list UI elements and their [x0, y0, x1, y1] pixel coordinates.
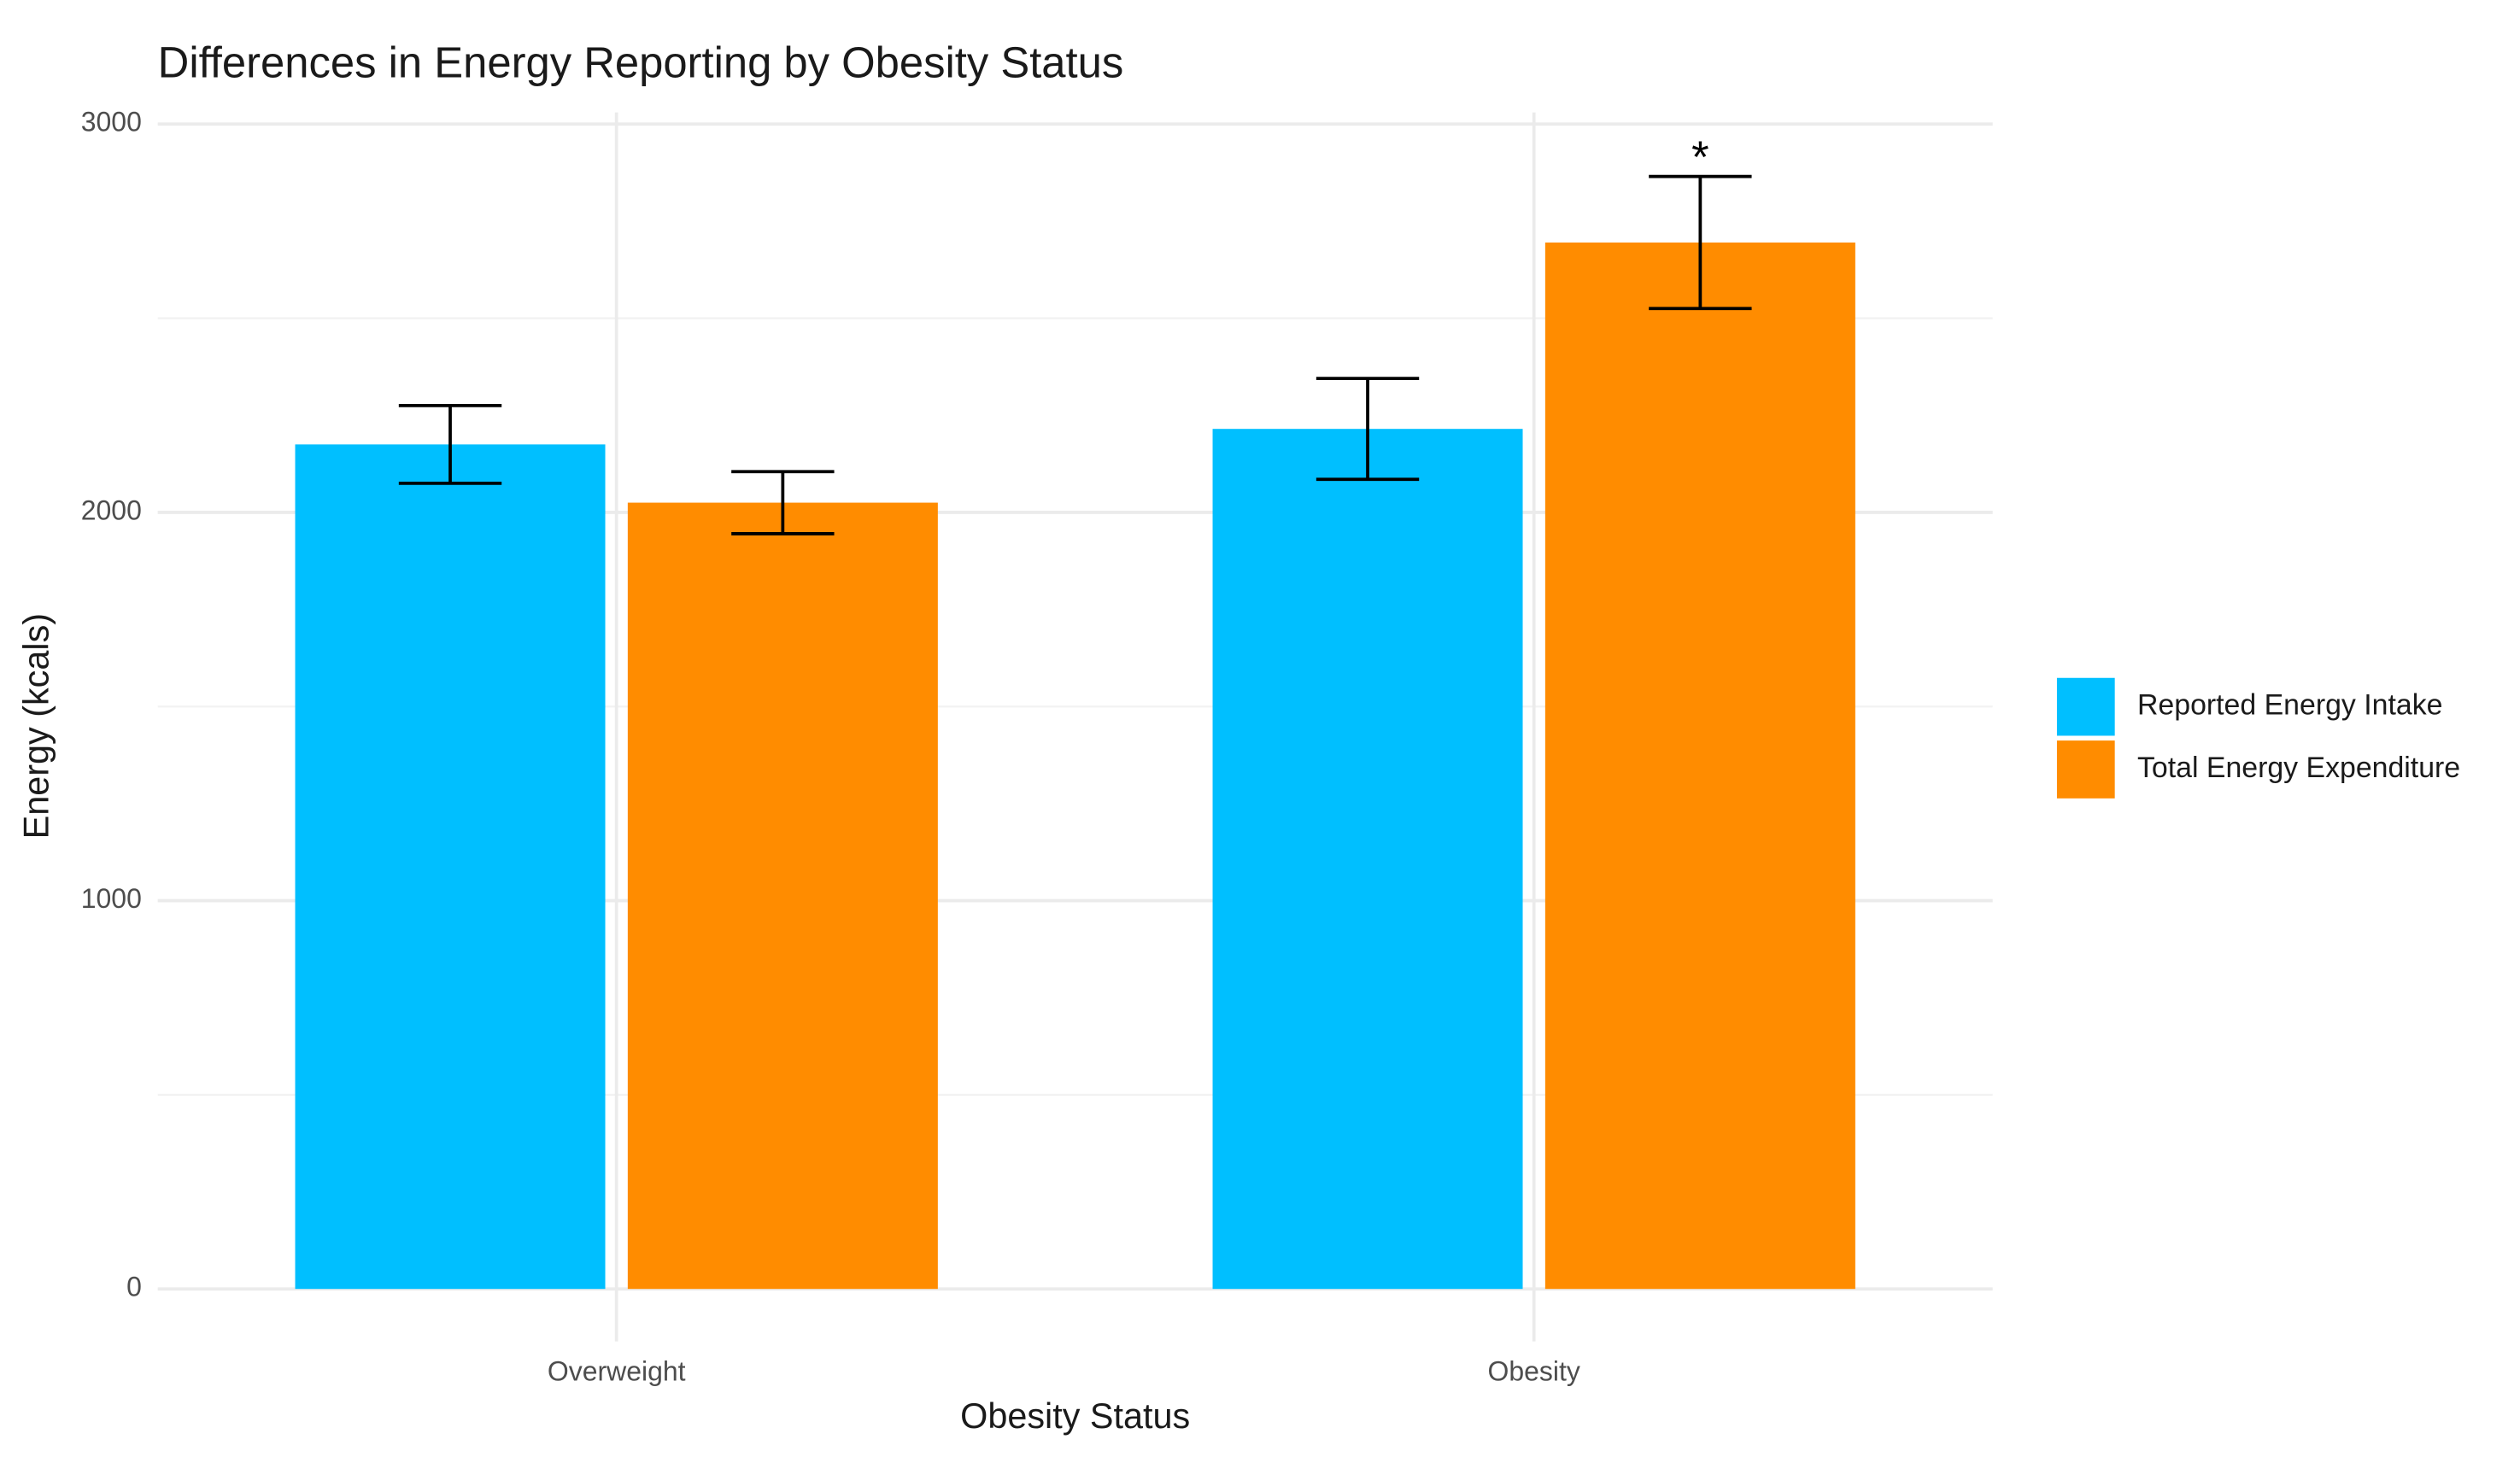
legend-swatch — [2056, 740, 2115, 799]
y-tick-label: 2000 — [81, 494, 142, 525]
error-bar — [1316, 377, 1420, 482]
chart-title: Differences in Energy Reporting by Obesi… — [158, 38, 1124, 87]
bar — [1212, 429, 1523, 1290]
x-tick-label: Overweight — [548, 1356, 686, 1387]
significance-label: * — [1691, 132, 1709, 183]
y-tick-label: 1000 — [81, 883, 142, 914]
bar — [295, 444, 606, 1290]
error-bar — [1649, 174, 1752, 311]
bar — [1544, 242, 1855, 1290]
x-tick-label: Obesity — [1488, 1356, 1580, 1387]
bar — [627, 502, 938, 1290]
y-tick-label: 3000 — [81, 107, 142, 138]
error-bar — [731, 470, 835, 535]
legend-swatch — [2056, 677, 2115, 736]
x-axis-title: Obesity Status — [960, 1396, 1190, 1436]
legend-label: Total Energy Expenditure — [2137, 752, 2460, 784]
error-bar — [398, 404, 502, 485]
y-axis-title: Energy (kcals) — [16, 613, 56, 839]
y-tick-label: 0 — [126, 1272, 142, 1302]
legend-label: Reported Energy Intake — [2137, 689, 2442, 722]
